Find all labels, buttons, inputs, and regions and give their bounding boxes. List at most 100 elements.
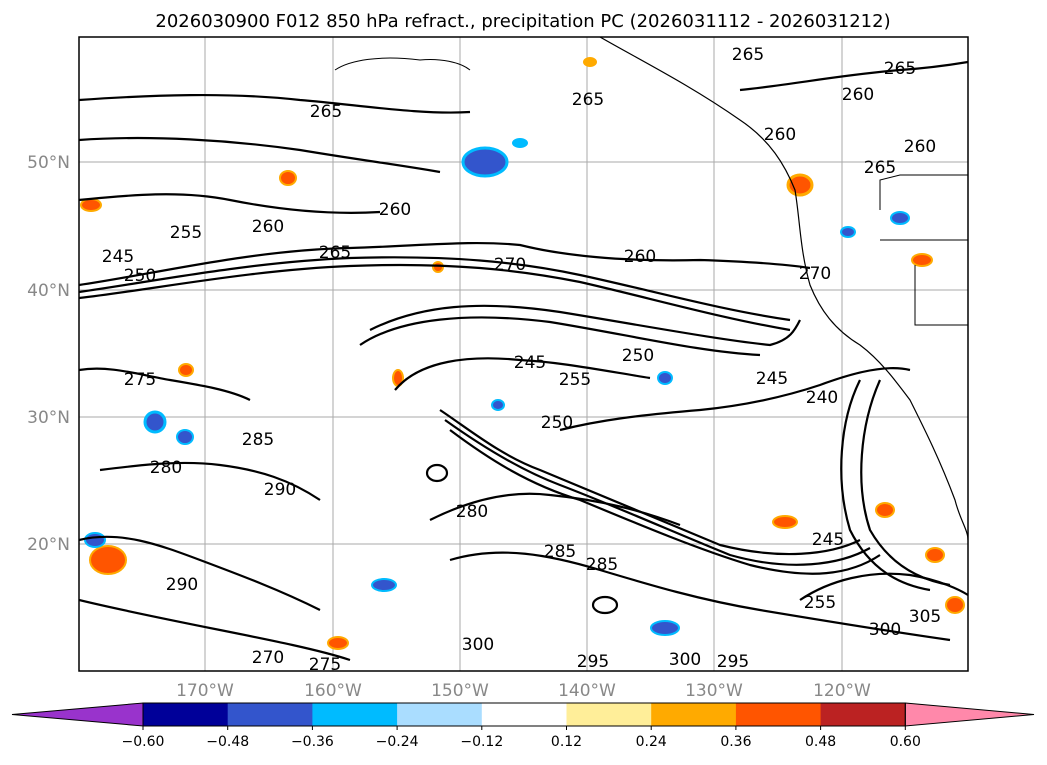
contour-label: 250: [124, 266, 156, 286]
contour-line: [359, 316, 761, 357]
contour-label: 265: [572, 90, 604, 110]
contour-label: 260: [379, 200, 411, 220]
gridlines: [79, 37, 968, 671]
precip-blob: [432, 261, 444, 273]
colorbar-segment: [312, 703, 398, 726]
lat-label: 50°N: [27, 153, 70, 173]
map-content: 265 265 265 260 255 260 265 245 250 270 …: [79, 37, 968, 675]
colorbar-tick-label: −0.48: [206, 734, 249, 750]
precip-blob: [279, 170, 297, 186]
precip-blob: [945, 596, 965, 614]
contour-line: [79, 256, 791, 322]
contour-label: 300: [669, 650, 701, 670]
contour-line: [449, 429, 881, 575]
precip-blob: [176, 429, 194, 445]
contour-label: 290: [166, 575, 198, 595]
colorbar-segment: [227, 703, 313, 726]
precip-blob: [650, 620, 680, 636]
contour-label: 265: [864, 158, 896, 178]
colorbar-tick-label: 0.24: [636, 734, 667, 750]
contour-label: 250: [541, 413, 573, 433]
contour-line: [79, 93, 471, 114]
precip-blob: [371, 578, 397, 592]
colorbar-tick-label: 0.60: [890, 734, 921, 750]
contour-label: 260: [842, 85, 874, 105]
precip-blob: [890, 211, 910, 225]
contour-label: 245: [102, 247, 134, 267]
contour-line: [369, 304, 801, 347]
precip-blob: [875, 502, 895, 518]
precip-blob: [491, 399, 505, 411]
contour-label: 240: [806, 388, 838, 408]
lon-label: 130°W: [685, 681, 743, 701]
contour-label: 245: [514, 353, 546, 373]
colorbar-tick-label: −0.36: [291, 734, 334, 750]
precipitation-shading: [80, 57, 965, 650]
contour-label: 255: [559, 370, 591, 390]
contour-label: 260: [252, 217, 284, 237]
colorbar-tick-label: −0.60: [122, 734, 165, 750]
contour-label: 270: [494, 255, 526, 275]
colorbar-tick-label: −0.24: [376, 734, 419, 750]
colorbar-extend-max: [904, 702, 1035, 727]
lat-label: 20°N: [27, 535, 70, 555]
lon-label: 150°W: [431, 681, 489, 701]
contour-label: 285: [242, 430, 274, 450]
precip-blob: [327, 636, 349, 650]
contour-line: [79, 136, 441, 174]
colorbar: −0.60 −0.48 −0.36 −0.24 −0.12 0.12 0.24 0.36 0.4…: [11, 702, 1035, 750]
precip-blob: [89, 545, 127, 575]
colorbar-segment: [735, 703, 822, 726]
contour-label: 265: [884, 59, 916, 79]
contour-label: 245: [812, 530, 844, 550]
precip-blob: [840, 226, 856, 238]
contour-label: 255: [804, 593, 836, 613]
colorbar-tick-label: 0.48: [805, 734, 836, 750]
precip-blob: [911, 253, 933, 267]
precip-blob: [512, 138, 528, 148]
contour-label: 245: [756, 369, 788, 389]
contour-line: [79, 598, 351, 662]
refractivity-contours: [79, 60, 968, 662]
map-panel: 265 265 265 260 255 260 265 245 250 270 …: [78, 36, 969, 675]
colorbar-segment: [397, 703, 483, 726]
colorbar-outline: [142, 702, 906, 727]
contour-line: [79, 263, 791, 332]
contour-label: 275: [309, 655, 341, 675]
colorbar-tick-label: 0.12: [551, 734, 582, 750]
colorbar-extend-min: [11, 702, 144, 727]
contour-line: [591, 595, 619, 615]
contour-line: [79, 193, 381, 214]
precip-blob: [925, 547, 945, 563]
contour-line: [739, 60, 968, 92]
contour-label: 260: [764, 125, 796, 145]
precip-blob: [583, 57, 597, 67]
colorbar-segment: [481, 703, 567, 726]
contour-label: 300: [462, 635, 494, 655]
contour-line: [79, 367, 251, 401]
contour-label: 285: [544, 542, 576, 562]
lat-label: 40°N: [27, 281, 70, 301]
contour-label: 300: [869, 620, 901, 640]
colorbar-segment: [566, 703, 652, 726]
contour-label: 265: [319, 243, 351, 263]
state-borders: [879, 174, 968, 326]
contour-label: 305: [909, 607, 941, 627]
lon-label: 120°W: [813, 681, 871, 701]
contour-label: 295: [717, 652, 749, 672]
contour-label: 280: [150, 458, 182, 478]
contour-labels: 265 265 265 260 255 260 265 245 250 270 …: [102, 45, 941, 675]
colorbar-tick-label: −0.12: [460, 734, 503, 750]
contour-label: 295: [577, 652, 609, 672]
contour-label: 260: [624, 247, 656, 267]
contour-label: 290: [264, 480, 296, 500]
colorbar-segment: [820, 703, 906, 726]
lon-label: 170°W: [176, 681, 234, 701]
colorbar-segment: [143, 703, 229, 726]
contour-line: [79, 241, 811, 287]
precip-blob: [143, 410, 167, 434]
contour-label: 265: [310, 102, 342, 122]
coastline-aleutians: [334, 57, 471, 71]
precip-blob: [772, 515, 798, 529]
coastline: [599, 37, 968, 541]
